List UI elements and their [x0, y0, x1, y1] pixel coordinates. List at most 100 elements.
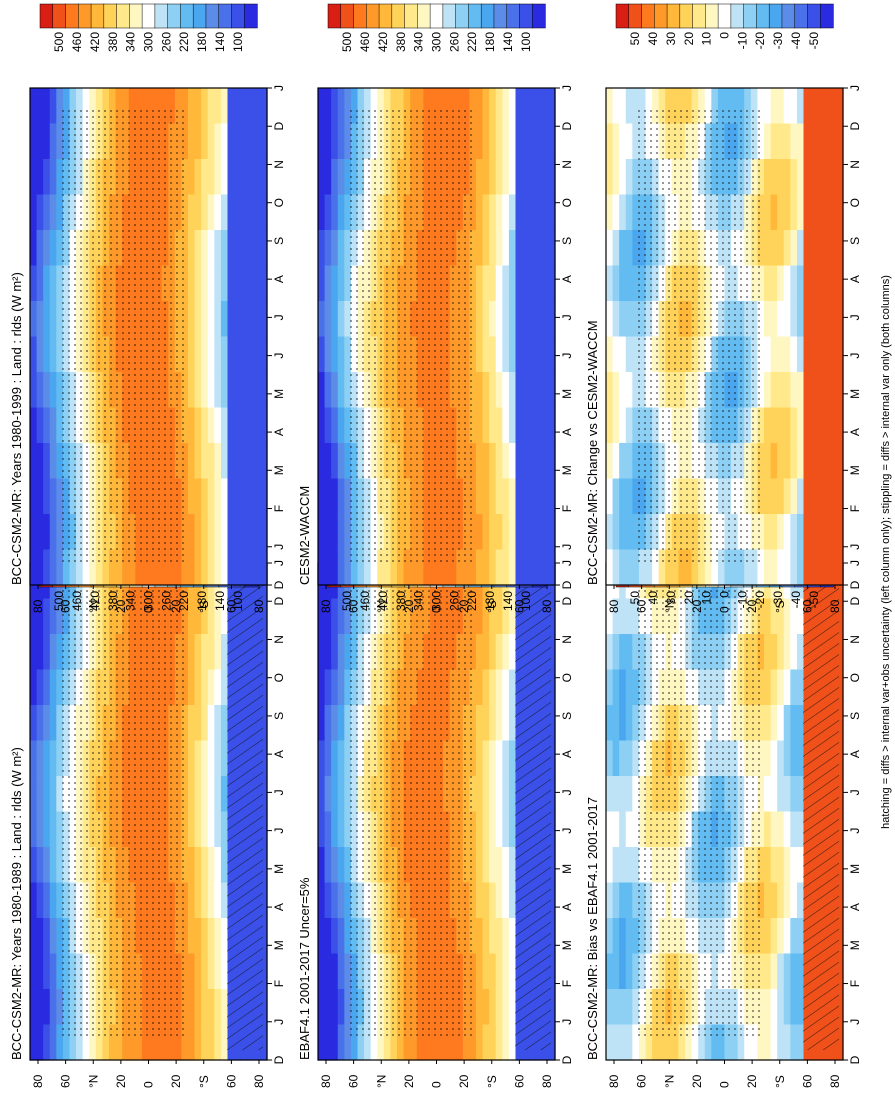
- heatmap-cell: [36, 336, 44, 373]
- heatmap-cell: [49, 478, 57, 515]
- heatmap-cell: [253, 478, 262, 515]
- colorbar-swatch: [90, 3, 105, 29]
- heatmap-cell: [783, 301, 791, 338]
- heatmap-cell: [606, 159, 614, 196]
- colorbar-label: 300: [430, 32, 444, 52]
- month-label: J: [848, 85, 862, 91]
- heatmap-cell: [829, 194, 838, 231]
- colorbar-label: 380: [106, 591, 120, 611]
- heatmap-cell: [89, 88, 97, 125]
- heatmap-cell: [489, 953, 497, 990]
- heatmap-cell: [476, 989, 484, 1026]
- heatmap-cell: [803, 194, 811, 231]
- colorbar-label: 220: [465, 591, 479, 611]
- heatmap-cell: [790, 443, 798, 480]
- heatmap-cell: [260, 882, 268, 919]
- heatmap-cell: [95, 88, 104, 125]
- heatmap-cell: [214, 514, 222, 551]
- heatmap-cell: [247, 159, 255, 196]
- heatmap-cell: [515, 301, 523, 338]
- heatmap-cell: [337, 265, 345, 302]
- heatmap-cell: [36, 989, 44, 1026]
- heatmap-cell: [612, 407, 620, 444]
- heatmap-cell: [502, 407, 510, 444]
- heatmap-cell: [227, 443, 235, 480]
- heatmap-cell: [247, 265, 255, 302]
- month-label: A: [272, 275, 286, 283]
- heatmap-cell: [796, 336, 805, 373]
- heatmap-cell: [632, 265, 640, 302]
- colorbar-swatch: [743, 3, 758, 29]
- heatmap-cell: [632, 598, 640, 635]
- heatmap-cell: [350, 549, 359, 586]
- heatmap-cell: [43, 88, 51, 125]
- heatmap-cell: [625, 811, 633, 848]
- heatmap-cell: [764, 407, 772, 444]
- heatmap-cell: [240, 336, 248, 373]
- colorbar-label: 140: [213, 32, 227, 52]
- heatmap-cell: [331, 918, 339, 955]
- heatmap-cell: [619, 598, 627, 635]
- heatmap-cell: [606, 1024, 614, 1061]
- colorbar-swatch: [129, 3, 143, 29]
- lat-label: °S: [773, 1075, 787, 1088]
- heatmap-cell: [482, 918, 490, 955]
- heatmap-cell: [482, 372, 490, 409]
- colorbar-label: 40: [646, 591, 660, 605]
- colorbar-swatch: [65, 3, 79, 29]
- heatmap-cell: [56, 953, 64, 990]
- heatmap-cell: [678, 549, 686, 586]
- heatmap-cell: [489, 740, 497, 777]
- heatmap-cell: [30, 407, 38, 444]
- heatmap-cell: [816, 88, 824, 125]
- heatmap-cell: [770, 123, 778, 160]
- colorbar-label: -50: [807, 591, 821, 609]
- lat-label: 0: [430, 1081, 444, 1088]
- colorbar-label: 500: [340, 591, 354, 611]
- heatmap-cell: [482, 882, 490, 919]
- heatmap-cell: [220, 123, 229, 160]
- heatmap-cell: [625, 705, 633, 742]
- heatmap-cell: [324, 514, 332, 551]
- heatmap-cell: [535, 194, 543, 231]
- heatmap-cell: [796, 407, 805, 444]
- colorbar-label: 100: [519, 32, 533, 52]
- heatmap-cell: [30, 514, 38, 551]
- heatmap-cell: [476, 194, 484, 231]
- month-label: S: [560, 712, 574, 720]
- heatmap-cell: [318, 989, 326, 1026]
- heatmap-cell: [783, 88, 791, 125]
- heatmap-cell: [214, 88, 222, 125]
- heatmap-cell: [535, 478, 543, 515]
- heatmap-cell: [770, 705, 778, 742]
- heatmap-cell: [344, 159, 352, 196]
- heatmap-cell: [790, 598, 798, 635]
- heatmap-cell: [337, 669, 345, 706]
- heatmap-cell: [331, 372, 339, 409]
- heatmap-cell: [829, 549, 838, 586]
- heatmap-cell: [194, 407, 202, 444]
- month-label: J: [560, 85, 574, 91]
- heatmap-cell: [632, 194, 640, 231]
- heatmap-cell: [344, 989, 352, 1026]
- heatmap-cell: [619, 88, 627, 125]
- lat-label: °S: [197, 1075, 211, 1088]
- heatmap-cell: [201, 811, 209, 848]
- heatmap-cell: [770, 989, 778, 1026]
- heatmap-cell: [790, 740, 798, 777]
- heatmap-cell: [247, 478, 255, 515]
- heatmap-cell: [606, 407, 614, 444]
- heatmap-cell: [476, 407, 484, 444]
- heatmap-cell: [823, 372, 831, 409]
- heatmap-cell: [476, 740, 484, 777]
- heatmap-cell: [606, 88, 614, 125]
- heatmap-cell: [770, 194, 778, 231]
- heatmap-cell: [619, 669, 627, 706]
- heatmap-cell: [220, 194, 229, 231]
- heatmap-cell: [489, 478, 497, 515]
- colorbar-swatch: [692, 3, 707, 29]
- heatmap-cell: [49, 776, 57, 813]
- heatmap-cell: [836, 847, 844, 884]
- heatmap-cell: [337, 336, 345, 373]
- heatmap-cell: [30, 989, 38, 1026]
